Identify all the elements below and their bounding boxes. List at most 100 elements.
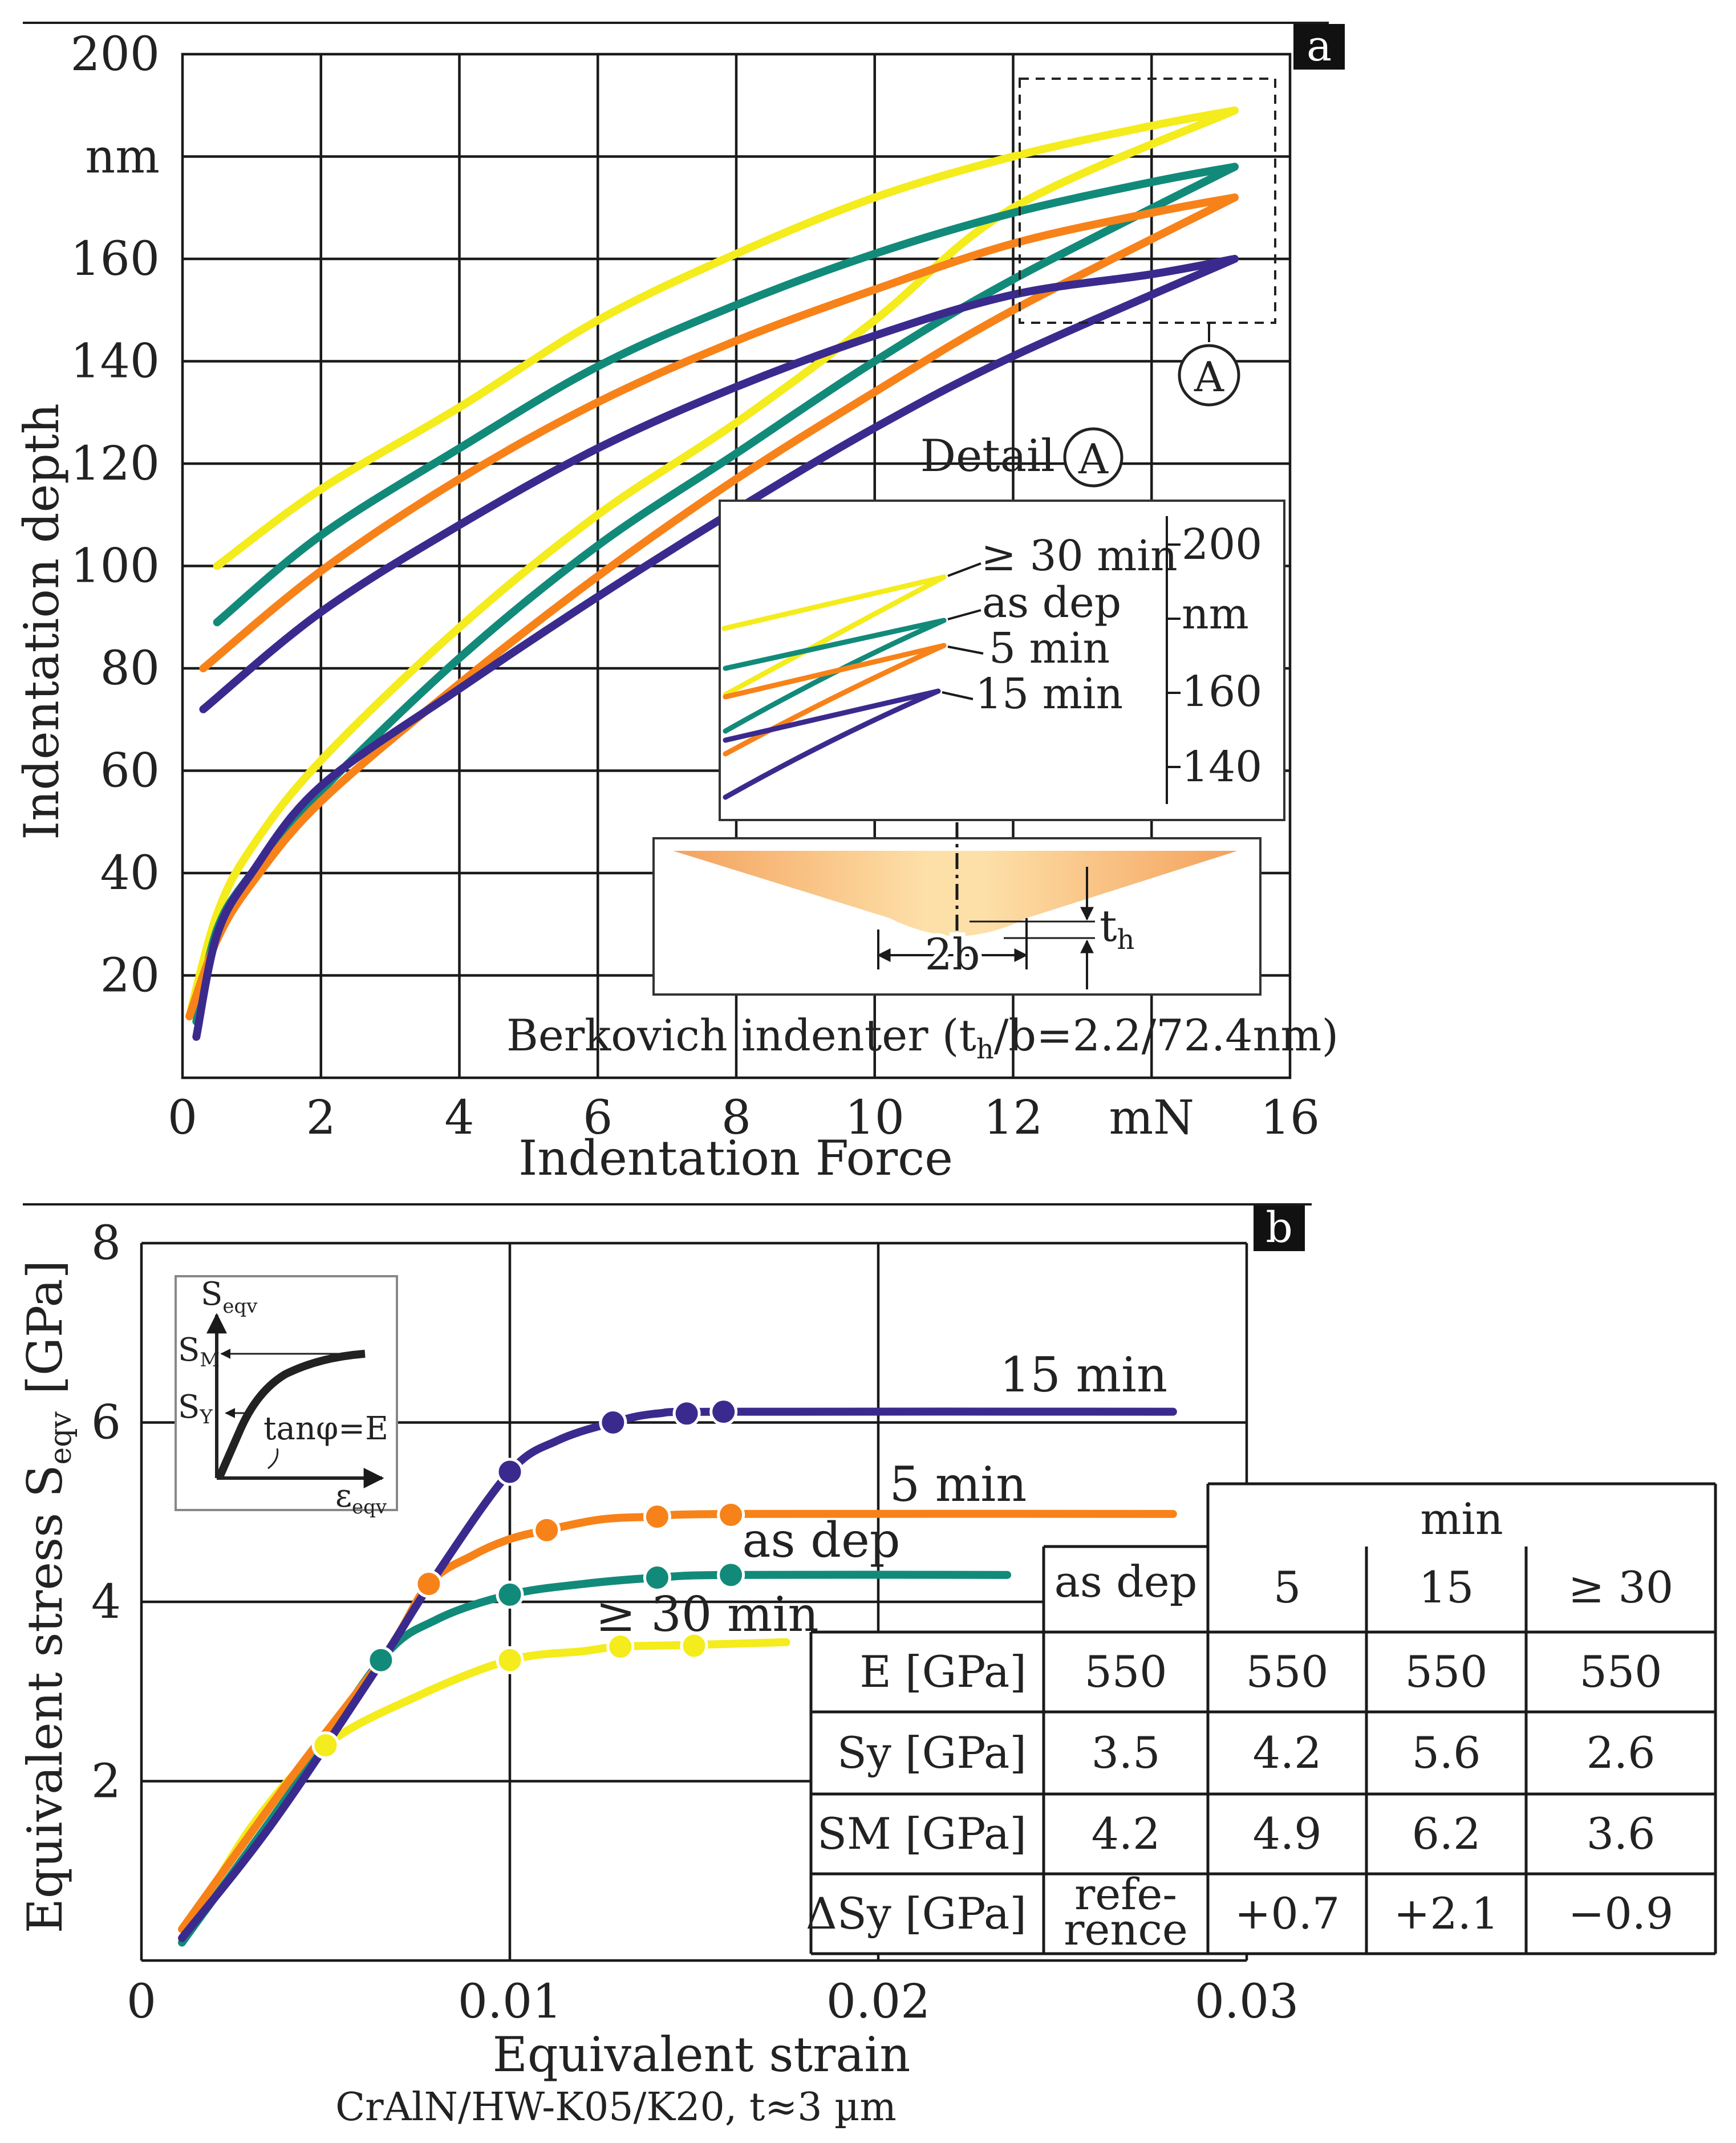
table-cell: +2.1 — [1394, 1888, 1499, 1939]
table-cell: 4.2 — [1092, 1808, 1161, 1859]
table-row-label: ΔSy [GPa] — [806, 1888, 1027, 1939]
panel-b-x-tick-label: 0 — [127, 1975, 156, 2029]
panel-b-data-marker — [680, 1631, 708, 1660]
schematic-sm-label: SM — [178, 1332, 220, 1371]
parameter-table: min as dep 5 15 ≥ 30 E [GPa] 550 550 550 550 Sy [G… — [806, 1482, 1717, 1955]
detail-a-marker — [1178, 344, 1240, 407]
inset-label-5min: 5 min — [989, 624, 1110, 673]
table-cell-line: refe- — [1074, 1869, 1177, 1919]
inset-curve-30min-unload — [721, 574, 947, 631]
panel-a-x-tick-label: 2 — [306, 1091, 336, 1145]
label-15min: 15 min — [1000, 1347, 1167, 1403]
inset-curve-30min-load — [723, 574, 947, 697]
schematic-sm-sub: M — [200, 1349, 220, 1371]
panel-a-label: a — [1307, 22, 1332, 71]
panel-b-y-ticks: 2 4 6 8 — [91, 1216, 121, 1809]
panel-a-x-ticks: 0 2 4 6 8 10 12 mN 16 — [168, 1091, 1320, 1145]
panel-a-y-tick-label: 200 — [70, 27, 160, 82]
detail-inset-curves — [721, 574, 947, 800]
inset-y-tick-200: 200 — [1182, 520, 1262, 569]
schematic-s-sub: eqv — [222, 1295, 258, 1318]
schematic-sy-text: S — [178, 1389, 200, 1426]
inset-y-tick-140: 140 — [1182, 742, 1262, 792]
panel-a-loading-curve — [192, 255, 1239, 1041]
table-group-header: min — [1420, 1493, 1503, 1544]
panel-a-y-tick-label: 80 — [100, 642, 160, 696]
label-5min: 5 min — [890, 1456, 1027, 1512]
table-col-header: ≥ 30 — [1568, 1562, 1674, 1613]
panel-a-label-box — [1293, 24, 1345, 70]
detail-inset-labels: ≥ 30 min as dep 5 min 15 min — [942, 531, 1178, 719]
panel-b-x-tick-label: 0.02 — [826, 1975, 931, 2029]
indenter-shape — [673, 851, 1238, 936]
panel-b-data-marker — [643, 1564, 671, 1592]
panel-b-data-marker — [496, 1580, 524, 1609]
table-row-label: SM [GPa] — [817, 1808, 1027, 1859]
label-30min: ≥ 30 min — [595, 1586, 818, 1642]
indenter-depth-label: th — [1100, 900, 1134, 956]
table-cell: refe-rence — [1064, 1869, 1188, 1955]
panel-b-y-label-unit: [GPa] — [17, 1260, 73, 1394]
table-min-header-bg — [1208, 1484, 1715, 1632]
panel-b-data-marker — [717, 1561, 745, 1589]
panel-a-y-tick-label: 120 — [70, 437, 160, 491]
table-cell: 550 — [1405, 1646, 1487, 1697]
table-col-header: as dep — [1054, 1556, 1198, 1607]
table-cell: 2.6 — [1587, 1727, 1656, 1778]
inset-leader-30min — [947, 562, 981, 577]
table-cell: 4.9 — [1253, 1808, 1322, 1859]
panel-b-curve — [178, 1638, 790, 1947]
table-cell: 6.2 — [1412, 1808, 1481, 1859]
panel-b-y-label-text: Equivalent stress S — [17, 1465, 73, 1934]
panel-a-y-tick-label: 160 — [70, 232, 160, 286]
inset-curve-15min-unload — [723, 688, 941, 743]
inset-curve-asdep-unload — [723, 618, 947, 671]
panel-b-data-marker — [717, 1500, 745, 1529]
indenter-depth-t: t — [1100, 900, 1117, 951]
table-cell: 3.5 — [1092, 1727, 1161, 1778]
inset-curve-15min-load — [723, 688, 941, 800]
panel-a: a 0 2 4 6 8 10 12 mN 16 20406080100120140160nm20… — [14, 22, 1345, 1186]
panel-a-loading-curve — [185, 106, 1239, 1021]
label-asdep: as dep — [742, 1512, 900, 1568]
inset-leader-asdep — [947, 609, 981, 620]
table-cell: −0.9 — [1568, 1888, 1674, 1939]
panel-b-data-marker — [496, 1646, 524, 1674]
panel-a-x-tick-label: 0 — [168, 1091, 197, 1145]
panel-b-x-axis-label: Equivalent strain — [493, 2027, 911, 2083]
panel-b-data-marker — [606, 1633, 635, 1661]
panel-a-unloading-curve — [199, 255, 1239, 713]
table-cell: 5.6 — [1412, 1727, 1481, 1778]
table-cell: 550 — [1084, 1646, 1167, 1697]
table-cell: 550 — [1246, 1646, 1328, 1697]
panel-a-y-tick-label: 60 — [100, 744, 160, 798]
panel-b-x-ticks: 0 0.01 0.02 0.03 — [127, 1975, 1299, 2029]
panel-b-curve — [178, 1407, 1177, 1942]
panel-a-x-tick-label: 12 — [983, 1091, 1043, 1145]
panel-b-curves — [178, 1398, 1177, 1947]
panel-b-y-tick-label: 4 — [91, 1575, 121, 1629]
detail-title: Detail — [920, 431, 1055, 482]
panel-a-unloading-curve — [199, 193, 1239, 672]
detail-inset — [719, 500, 1285, 821]
panel-a-x-tick-label: 8 — [721, 1091, 751, 1145]
table-cell-line: rence — [1064, 1904, 1188, 1955]
table-row-label: E [GPa] — [859, 1646, 1027, 1697]
indenter-caption-head: Berkovich indenter (t — [506, 1010, 976, 1061]
inset-leader-5min — [947, 646, 984, 655]
indenter-caption-tail: /b=2.2/72.4nm) — [994, 1010, 1338, 1061]
panel-b-data-marker — [672, 1399, 701, 1428]
indenter-caption: Berkovich indenter (th/b=2.2/72.4nm) — [506, 1010, 1338, 1065]
inset-y-tick-160: 160 — [1182, 667, 1262, 716]
table-asdep-header-bg — [1044, 1547, 1208, 1632]
panel-b-y-axis-label: Equivalent stress Seqv [GPa] — [17, 1260, 78, 1934]
indenter-width-label-halo: 2b — [924, 929, 980, 980]
panel-b-x-tick-label: 0.01 — [458, 1975, 562, 2029]
schematic-tan-label: tanφ=E — [263, 1410, 388, 1447]
panel-a-x-tick-label: 6 — [583, 1091, 613, 1145]
schematic-sy-sub: Y — [199, 1406, 213, 1428]
table-col-header: 5 — [1273, 1562, 1301, 1613]
panel-a-y-tick-label: 40 — [100, 846, 160, 900]
panel-a-loading-curve — [185, 193, 1239, 1021]
